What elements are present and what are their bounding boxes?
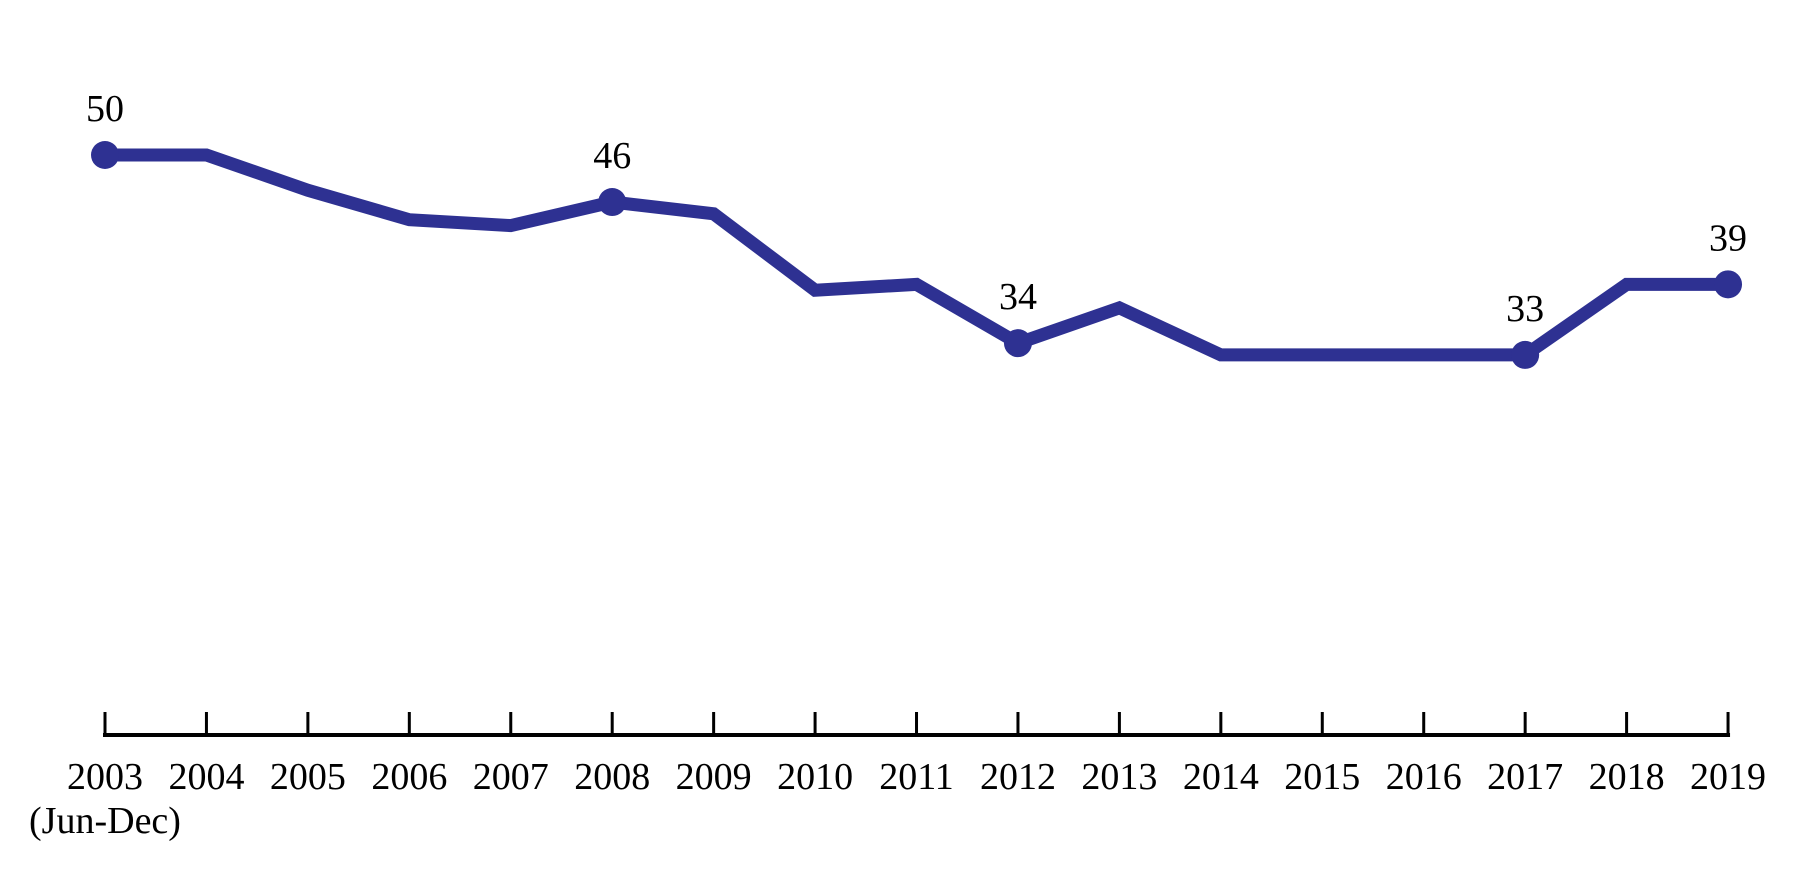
data-point-marker-2017: [1511, 340, 1540, 369]
x-axis-tick-label: 2014: [1183, 756, 1259, 798]
x-axis-tick-label: 2017: [1487, 756, 1563, 798]
x-axis-tick-label: 2010: [777, 756, 853, 798]
x-axis-tick-label: 2006: [371, 756, 447, 798]
x-axis-tick: [915, 712, 919, 735]
x-axis-tick: [1016, 712, 1020, 735]
data-label-2008: 46: [593, 135, 631, 177]
data-label-2019: 39: [1709, 217, 1747, 259]
x-axis-tick: [813, 712, 817, 735]
x-axis-tick-label: 2005: [270, 756, 346, 798]
data-point-marker-2003: [91, 141, 119, 169]
data-point-marker-2012: [1003, 329, 1032, 358]
x-axis-tick: [103, 712, 107, 735]
x-axis-tick: [1523, 712, 1527, 735]
x-axis-tick-label: 2012: [980, 756, 1056, 798]
x-axis-tick-label: 2011: [879, 756, 954, 798]
x-axis-tick: [204, 712, 208, 735]
data-label-2003: 50: [86, 88, 124, 130]
data-point-marker-2019: [1714, 270, 1743, 299]
x-axis-tick-label: 2015: [1284, 756, 1360, 798]
x-axis-tick: [712, 712, 716, 735]
x-axis-tick-label: 2013: [1081, 756, 1157, 798]
x-axis-tick: [1117, 712, 1121, 735]
data-point-marker-2008: [598, 188, 627, 217]
x-axis-tick: [1320, 712, 1324, 735]
trend-line: [105, 148, 1728, 362]
x-axis-tick-label: 2016: [1386, 756, 1462, 798]
data-label-2017: 33: [1506, 288, 1544, 330]
x-axis-tick-label: 2018: [1589, 756, 1665, 798]
x-axis-tick-label: 2007: [473, 756, 549, 798]
x-axis-tick-label: 2004: [168, 756, 244, 798]
x-axis-tick: [1219, 712, 1223, 735]
x-axis-tick-label: 2003: [67, 756, 143, 798]
x-axis-tick-label: 2008: [574, 756, 650, 798]
x-axis-tick: [1625, 712, 1629, 735]
x-axis-tick: [306, 712, 310, 735]
x-axis-tick: [407, 712, 411, 735]
data-label-2012: 34: [999, 276, 1037, 318]
x-axis-tick: [509, 712, 513, 735]
x-axis-tick-label: 2019: [1690, 756, 1766, 798]
x-axis-tick: [1726, 712, 1730, 735]
x-axis-tick: [610, 712, 614, 735]
x-axis-first-tick-sublabel: (Jun-Dec): [29, 800, 181, 842]
x-axis-tick-label: 2009: [676, 756, 752, 798]
x-axis-tick: [1422, 712, 1426, 735]
